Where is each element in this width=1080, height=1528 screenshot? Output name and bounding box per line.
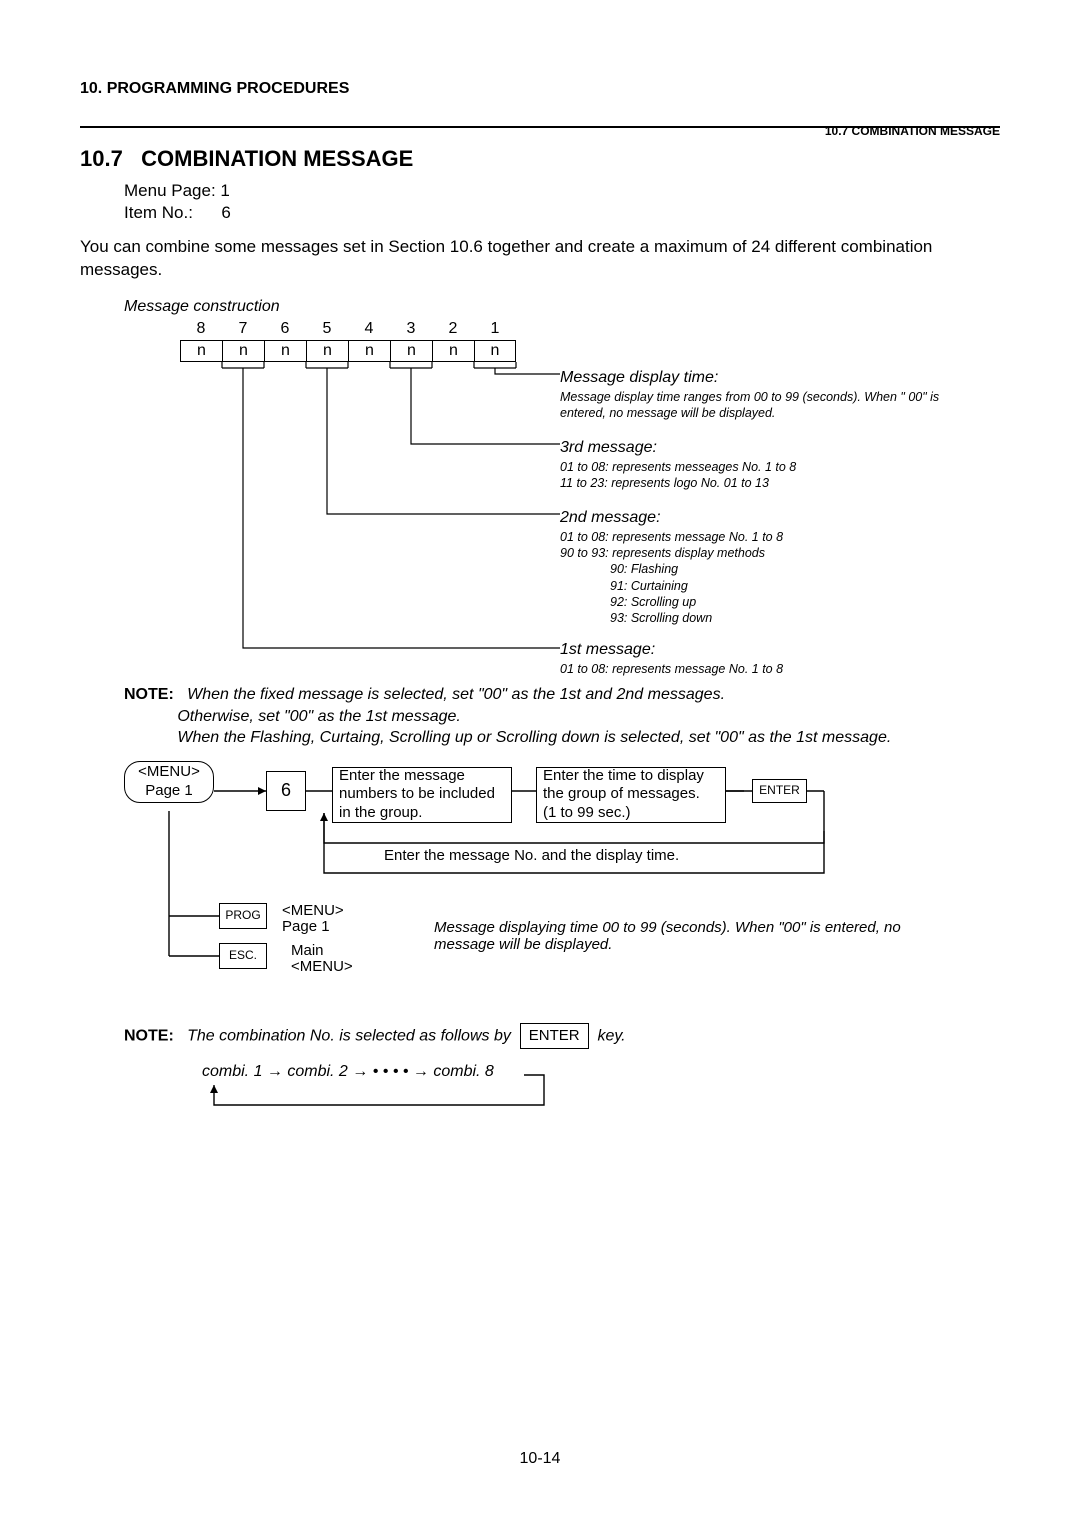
- mc-col-num: 2: [432, 320, 474, 338]
- combi-seq-text: combi. 1 → combi. 2 → • • • • → combi. 8: [202, 1063, 494, 1081]
- step2-text: Enter the time to display the group of m…: [543, 767, 719, 823]
- mc-col-num: 6: [264, 320, 306, 338]
- note1-label: NOTE:: [124, 686, 174, 703]
- mc-cell: n: [390, 340, 432, 362]
- section-text: COMBINATION MESSAGE: [141, 146, 413, 171]
- note1-l1: When the fixed message is selected, set …: [187, 686, 725, 703]
- six-box: 6: [266, 771, 306, 811]
- mc-col-num: 4: [348, 320, 390, 338]
- first-msg-title: 1st message:: [560, 640, 783, 661]
- second-l1: 01 to 08: represents message No. 1 to 8: [560, 530, 783, 544]
- chapter-header: 10. PROGRAMMING PROCEDURES: [80, 80, 1000, 98]
- intro-paragraph: You can combine some messages set in Sec…: [80, 236, 1000, 282]
- mc-cell: n: [474, 340, 516, 362]
- note2-text-a: The combination No. is selected as follo…: [187, 1027, 511, 1044]
- note1: NOTE: When the fixed message is selected…: [124, 684, 1000, 749]
- enter-box: ENTER: [752, 779, 807, 803]
- mc-col-num: 7: [222, 320, 264, 338]
- menu-page-label: Menu Page:: [124, 181, 216, 200]
- section-header-right: 10.7 COMBINATION MESSAGE: [825, 124, 1000, 138]
- combi-sequence: combi. 1 → combi. 2 → • • • • → combi. 8: [124, 1061, 1024, 1151]
- step1-text: Enter the message numbers to be included…: [339, 767, 505, 823]
- page-number: 10-14: [0, 1450, 1080, 1468]
- mc-cell: n: [348, 340, 390, 362]
- step2-box: Enter the time to display the group of m…: [536, 767, 726, 823]
- display-note: Message displaying time 00 to 99 (second…: [434, 919, 934, 953]
- mc-cell: n: [306, 340, 348, 362]
- menu-box-label: <MENU>Page 1: [138, 763, 200, 801]
- mc-col-num: 8: [180, 320, 222, 338]
- main-menu-label: Main<MENU>: [291, 943, 353, 976]
- second-l2: 90 to 93: represents display methods: [560, 546, 765, 560]
- item-no-label: Item No.:: [124, 203, 193, 222]
- first-l1: 01 to 08: represents message No. 1 to 8: [560, 662, 783, 676]
- section-title: 10.7 COMBINATION MESSAGE: [80, 146, 1000, 172]
- mc-cell: n: [180, 340, 222, 362]
- menu-page-value: 1: [220, 181, 229, 200]
- menu-box: <MENU>Page 1: [124, 761, 214, 803]
- second-l6: 93: Scrolling down: [610, 611, 712, 625]
- flow-diagram: <MENU>Page 1 6 Enter the message numbers…: [124, 761, 1024, 1021]
- note1-l2: Otherwise, set "00" as the 1st message.: [177, 708, 461, 725]
- mc-caption: Message construction: [124, 298, 1000, 316]
- mc-cell: n: [264, 340, 306, 362]
- note2: NOTE: The combination No. is selected as…: [124, 1023, 1000, 1049]
- third-l1: 01 to 08: represents messeages No. 1 to …: [560, 460, 796, 474]
- under-text: Enter the message No. and the display ti…: [384, 847, 679, 864]
- note2-label: NOTE:: [124, 1027, 174, 1044]
- second-l3: 90: Flashing: [610, 562, 678, 576]
- note1-l3: When the Flashing, Curtaing, Scrolling u…: [177, 729, 891, 746]
- message-construction-diagram: 87654321 nnnnnnnn Message display time: …: [180, 320, 980, 670]
- mc-col-num: 1: [474, 320, 516, 338]
- third-l2: 11 to 23: represents logo No. 01 to 13: [560, 476, 769, 490]
- mc-brackets: [180, 362, 560, 672]
- note2-text-b: key.: [597, 1027, 625, 1044]
- second-msg-title: 2nd message:: [560, 508, 783, 529]
- section-number: 10.7: [80, 146, 123, 171]
- item-no-value: 6: [221, 203, 230, 222]
- second-l4: 91: Curtaining: [610, 579, 688, 593]
- menu-p1-label: <MENU>Page 1: [282, 903, 344, 936]
- display-time-title: Message display time:: [560, 368, 980, 389]
- second-l5: 92: Scrolling up: [610, 595, 696, 609]
- display-time-body: Message display time ranges from 00 to 9…: [560, 389, 980, 422]
- prog-box: PROG: [219, 903, 267, 929]
- esc-box: ESC.: [219, 943, 267, 969]
- mc-col-num: 3: [390, 320, 432, 338]
- third-msg-title: 3rd message:: [560, 438, 796, 459]
- mc-col-num: 5: [306, 320, 348, 338]
- step1-box: Enter the message numbers to be included…: [332, 767, 512, 823]
- mc-cell: n: [222, 340, 264, 362]
- note2-enter-key: ENTER: [520, 1023, 589, 1049]
- mc-cell: n: [432, 340, 474, 362]
